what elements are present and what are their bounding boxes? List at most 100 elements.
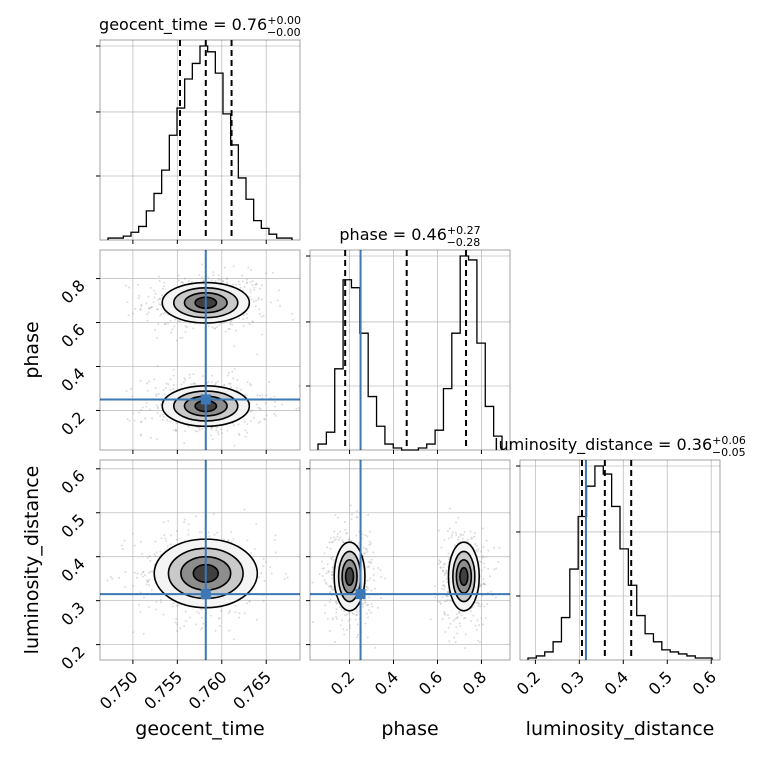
y-tick-label: 0.3 (57, 598, 88, 629)
sample-point (443, 538, 446, 541)
sample-point (354, 618, 357, 621)
sample-point (483, 566, 486, 569)
sample-point (154, 292, 157, 295)
sample-point (183, 377, 186, 380)
sample-point (372, 551, 375, 554)
sample-point (358, 530, 361, 533)
sample-point (295, 407, 298, 410)
sample-point (331, 555, 334, 558)
sample-point (334, 538, 337, 541)
sample-point (153, 289, 156, 292)
sample-point (337, 516, 340, 519)
sample-point (349, 624, 352, 627)
sample-point (324, 604, 327, 607)
sample-point (477, 548, 480, 551)
sample-point (366, 550, 369, 553)
sample-point (238, 317, 241, 320)
sample-point (262, 565, 265, 568)
sample-point (159, 598, 162, 601)
sample-point (188, 376, 191, 379)
sample-point (172, 387, 175, 390)
sample-point (174, 318, 177, 321)
sample-point (169, 378, 172, 381)
sample-point (447, 617, 450, 620)
sample-point (364, 622, 367, 625)
sample-point (234, 604, 237, 607)
sample-point (127, 314, 130, 317)
y-axis-label-phase: phase (21, 321, 43, 378)
sample-point (373, 587, 376, 590)
sample-point (198, 612, 201, 615)
sample-point (139, 380, 142, 383)
sample-point (476, 550, 479, 553)
sample-point (443, 612, 446, 615)
sample-point (259, 407, 262, 410)
sample-point (440, 546, 443, 549)
sample-point (161, 294, 164, 297)
x-tick-label: 0.2 (513, 667, 544, 698)
sample-point (343, 633, 346, 636)
sample-point (171, 328, 174, 331)
sample-point (482, 555, 485, 558)
sample-point (364, 534, 367, 537)
title-value: geocent_time = 0.76 (99, 15, 267, 35)
sample-point (179, 627, 182, 630)
sample-point (348, 627, 351, 630)
sample-point (350, 539, 353, 542)
sample-point (187, 533, 190, 536)
sample-point (248, 599, 251, 602)
sample-point (149, 436, 152, 439)
sample-point (444, 631, 447, 634)
sample-point (180, 383, 183, 386)
sample-point (243, 612, 246, 615)
sample-point (194, 515, 197, 518)
sample-point (228, 629, 231, 632)
sample-point (330, 558, 333, 561)
sample-point (200, 608, 203, 611)
sample-point (476, 619, 479, 622)
sample-point (210, 428, 213, 431)
sample-point (175, 529, 178, 532)
sample-point (225, 278, 228, 281)
sample-point (173, 325, 176, 328)
y-tick-label: 0.6 (57, 320, 88, 351)
sample-point (442, 563, 445, 566)
sample-point (194, 430, 197, 433)
sample-point (474, 543, 477, 546)
sample-point (334, 640, 337, 643)
sample-point (138, 411, 141, 414)
sample-point (137, 283, 140, 286)
sample-point (248, 600, 251, 603)
sample-point (366, 636, 369, 639)
sample-point (446, 614, 449, 617)
sample-point (366, 535, 369, 538)
sample-point (172, 368, 175, 371)
sample-point (171, 605, 174, 608)
sample-point (243, 508, 246, 511)
sample-point (237, 280, 240, 283)
sample-point (366, 616, 369, 619)
sample-point (274, 414, 277, 417)
sample-point (321, 567, 324, 570)
sample-point (328, 585, 331, 588)
sample-point (172, 383, 175, 386)
sample-point (216, 380, 219, 383)
sample-point (226, 429, 229, 432)
sample-point (478, 602, 481, 605)
sample-point (170, 534, 173, 537)
sample-point (162, 312, 165, 315)
sample-point (340, 608, 343, 611)
sample-point (214, 383, 217, 386)
sample-point (236, 379, 239, 382)
y-tick-label: 0.2 (57, 642, 88, 673)
sample-point (154, 608, 157, 611)
sample-point (247, 450, 249, 452)
sample-point (194, 623, 197, 626)
sample-point (258, 308, 261, 311)
sample-point (159, 303, 162, 306)
sample-point (277, 289, 280, 292)
sample-point (481, 623, 484, 626)
sample-point (255, 283, 258, 286)
sample-point (379, 597, 382, 600)
sample-point (213, 327, 216, 330)
